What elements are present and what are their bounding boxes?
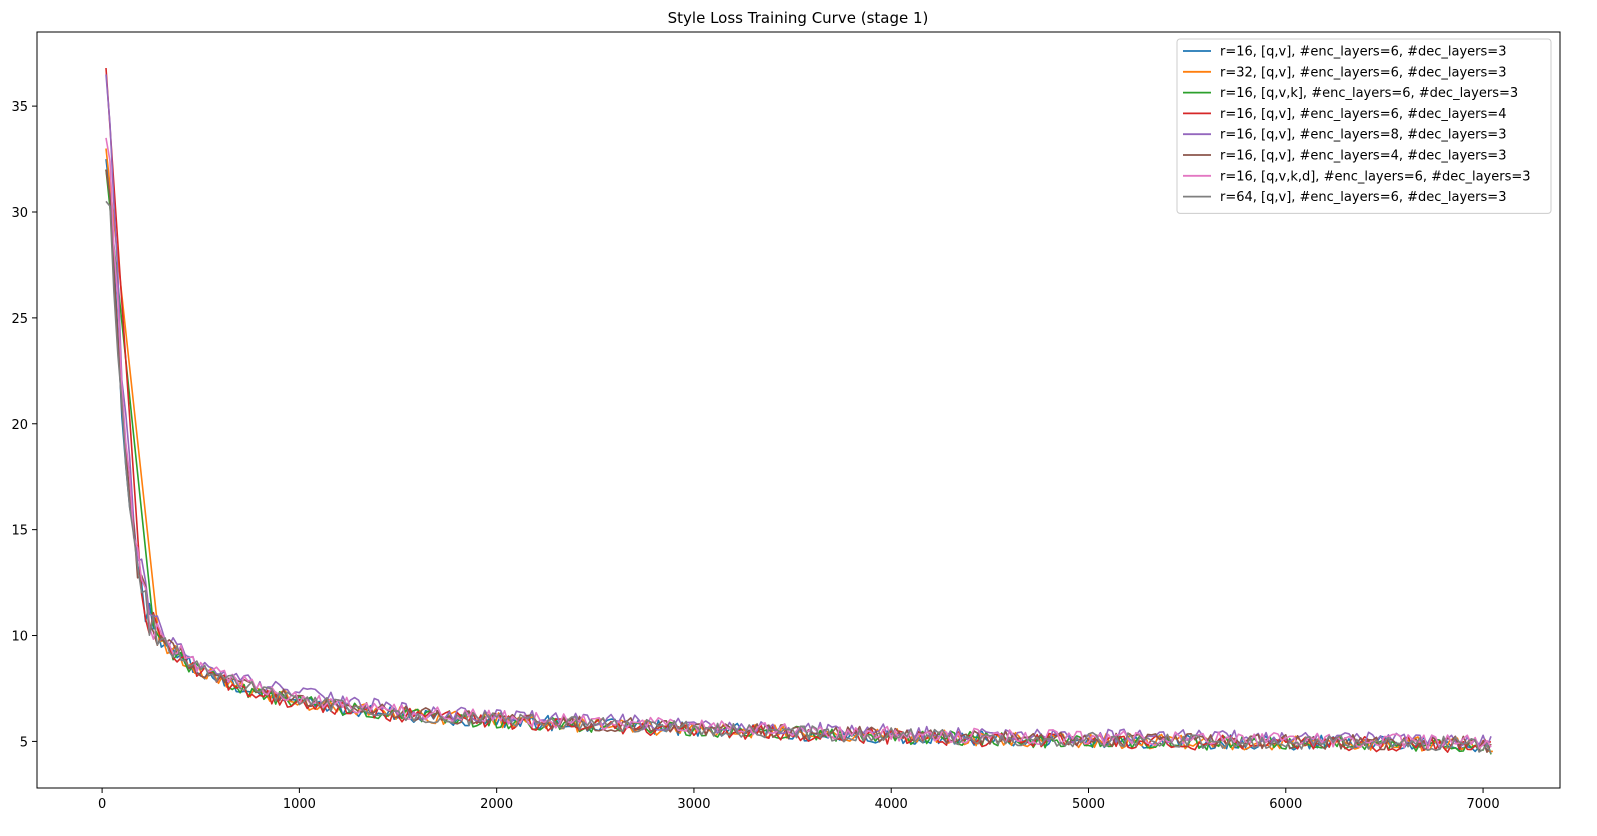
legend: r=16, [q,v], #enc_layers=6, #dec_layers=…: [1176, 38, 1552, 214]
legend-box: [1176, 38, 1552, 214]
y-axis: 5 10 15 20 25 30 35: [11, 100, 37, 750]
legend-label: r=64, [q,v], #enc_layers=6, #dec_layers=…: [1220, 190, 1506, 205]
y-tick-label: 20: [11, 418, 28, 433]
y-tick-label: 15: [11, 524, 28, 539]
x-tick-label: 2000: [480, 797, 513, 812]
y-tick-label: 30: [11, 206, 28, 221]
x-tick-label: 0: [98, 797, 106, 812]
legend-label: r=16, [q,v,k,d], #enc_layers=6, #dec_lay…: [1220, 169, 1531, 184]
legend-label: r=16, [q,v], #enc_layers=6, #dec_layers=…: [1220, 107, 1506, 122]
legend-label: r=32, [q,v], #enc_layers=6, #dec_layers=…: [1220, 65, 1506, 80]
y-tick-label: 5: [20, 735, 28, 750]
x-tick-label: 4000: [875, 797, 908, 812]
chart-title: Style Loss Training Curve (stage 1): [668, 9, 929, 27]
legend-label: r=16, [q,v], #enc_layers=4, #dec_layers=…: [1220, 149, 1506, 164]
y-tick-label: 35: [11, 100, 28, 115]
series-line-8: [105, 200, 1492, 754]
x-axis: 0 1000 2000 3000 4000 5000 6000 7000: [98, 788, 1500, 812]
x-tick-label: 3000: [677, 797, 710, 812]
y-tick-label: 10: [11, 630, 28, 645]
x-tick-label: 6000: [1269, 797, 1302, 812]
x-tick-label: 7000: [1467, 797, 1500, 812]
x-tick-label: 5000: [1072, 797, 1105, 812]
x-tick-label: 1000: [283, 797, 316, 812]
series-layer: [105, 67, 1493, 755]
legend-label: r=16, [q,v], #enc_layers=6, #dec_layers=…: [1220, 45, 1506, 60]
plot-frame: [36, 31, 1561, 789]
legend-label: r=16, [q,v], #enc_layers=8, #dec_layers=…: [1220, 128, 1506, 143]
legend-label: r=16, [q,v,k], #enc_layers=6, #dec_layer…: [1220, 86, 1518, 101]
y-tick-label: 25: [11, 312, 28, 327]
